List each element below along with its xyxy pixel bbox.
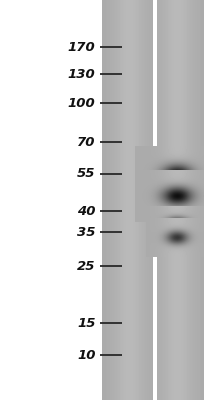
Text: 130: 130 (68, 68, 95, 80)
Bar (102, 0, 204, 400)
Text: 35: 35 (77, 226, 95, 238)
Text: 10: 10 (77, 349, 95, 362)
Text: 25: 25 (77, 260, 95, 273)
Bar (153, 0, 157, 400)
Text: 15: 15 (77, 317, 95, 330)
Text: 170: 170 (68, 41, 95, 54)
Text: 100: 100 (68, 97, 95, 110)
Text: 70: 70 (77, 136, 95, 148)
Text: 40: 40 (77, 205, 95, 218)
Text: 55: 55 (77, 167, 95, 180)
